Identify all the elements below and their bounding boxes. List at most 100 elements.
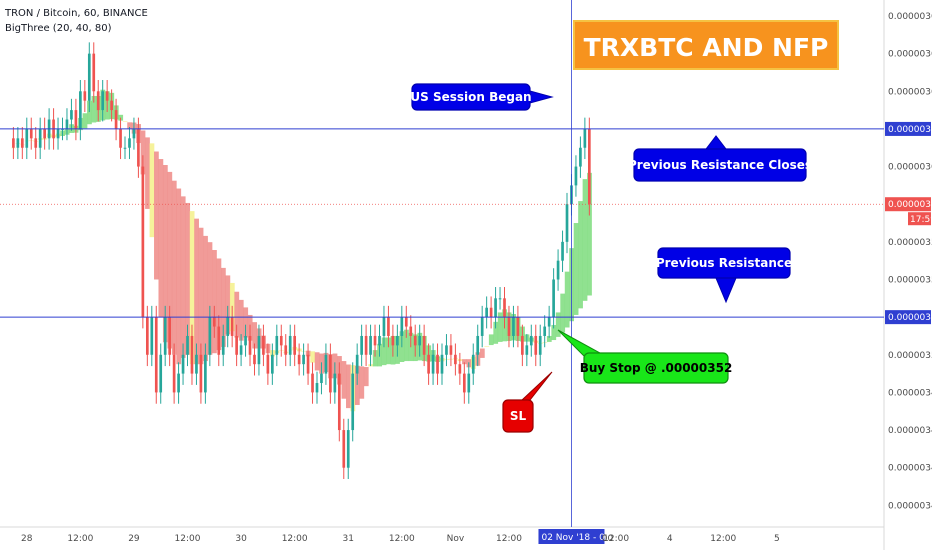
candle-body [587,128,591,205]
ribbon-segment [238,299,244,341]
candle-body [404,317,408,327]
x-tick-label: 00 [602,534,614,544]
candle-body [248,335,252,355]
candle-body [293,335,297,355]
candle-body [306,354,310,374]
ribbon-segment [462,359,467,365]
candle-body [145,317,149,355]
candle-body [333,373,337,393]
ribbon-segment [221,267,226,347]
candle-body [132,128,136,139]
y-tick-label: 0.00000344 [888,464,932,474]
candle-body [574,166,578,186]
x-tick-label: 5 [774,534,780,544]
candle-body [378,335,381,346]
us-session-callout: US Session Began [410,83,554,111]
candle-body [70,110,73,120]
candle-body [396,335,399,346]
candle-body [454,354,457,365]
candle-body [507,317,511,336]
us-session-callout-pointer [529,90,554,104]
ribbon-segment [87,100,92,125]
ribbon-segment [314,352,320,371]
sl-callout-pointer [520,371,553,401]
candle-body [235,335,238,355]
candle-body [525,345,529,355]
candle-body [436,354,439,374]
x-tick-label: 12:00 [603,534,629,544]
candle-body [476,335,480,355]
ribbon-segment [194,218,199,365]
candle-body [12,138,15,148]
sl-callout-text: SL [510,409,527,423]
candle-body [43,128,46,139]
ribbon-segment [203,235,208,362]
y-tick-label: 0.00000348 [888,388,932,398]
ribbon-segment [479,348,485,358]
ribbon-segment [252,322,258,349]
candle-body [275,335,279,355]
candle-body [364,335,368,355]
grid [0,0,885,550]
x-tick-label: 12:00 [710,534,736,544]
candle-body [351,373,355,431]
y-tick-label: 0.00000354 [888,275,932,285]
candle-body [20,138,24,148]
candle-body [253,354,256,365]
candle-body [79,91,82,129]
candle-body [221,335,225,355]
x-tick-label: 12:00 [496,534,522,544]
level-tag [885,121,931,136]
ribbon-segment [127,122,133,129]
ribbon-segment [546,335,552,342]
buy-stop-callout: Buy Stop @ .00000352 [557,329,733,384]
y-tick-label: 0.00000360 [888,163,932,173]
ribbon-segment [484,346,490,347]
candle-body [529,335,533,346]
candle-body [565,204,569,242]
candle-body [150,317,154,355]
candle-body [440,354,444,374]
y-tick-label: 0.00000364 [888,87,932,97]
candle-body [137,128,140,167]
us-session-callout-box [411,83,531,111]
prev-res-closes-callout-box [633,148,807,182]
candle-body [25,128,29,148]
ribbon-segment [363,367,369,387]
buy-stop-callout-text: Buy Stop @ .00000352 [580,361,733,375]
candle-body [369,335,372,355]
y-tick-label: 0.00000350 [888,351,932,361]
candle-body [489,307,493,318]
x-tick-label: 30 [235,534,247,544]
candle-body [543,326,547,336]
y-tick-label: 0.00000356 [888,238,932,248]
candle-body [409,326,413,336]
candle-body [422,335,426,355]
candle-body [498,298,502,300]
ribbon-segment [587,172,592,296]
candle-body [342,430,346,468]
x-tick-label: 4 [667,534,673,544]
candle-body [239,345,243,355]
candle-body [186,335,189,355]
candle-body [521,335,524,355]
prev-res-callout-box [657,247,791,279]
candle-body [226,317,230,336]
ribbon-segment [564,271,570,328]
prev-res-callout-pointer [715,277,737,304]
countdown-label: 17:59 [910,215,932,225]
candle-body [195,354,198,374]
candle-body [360,335,363,355]
candle-body [74,110,78,129]
candle-body [346,430,350,468]
prev-res-closes-callout: Previous Resistance Closes [628,135,812,182]
ribbon-segment [573,223,579,315]
candle-body [387,317,390,336]
x-tick-label: 12:00 [282,534,308,544]
x-tick-label: 12:00 [389,534,415,544]
x-axis: 28 12:00 29 12:00 30 12:00 31 12:00 Nov 12:00 0012… [21,534,780,544]
buy-stop-callout-box [583,352,729,384]
x-tick-label: 12:00 [175,534,201,544]
